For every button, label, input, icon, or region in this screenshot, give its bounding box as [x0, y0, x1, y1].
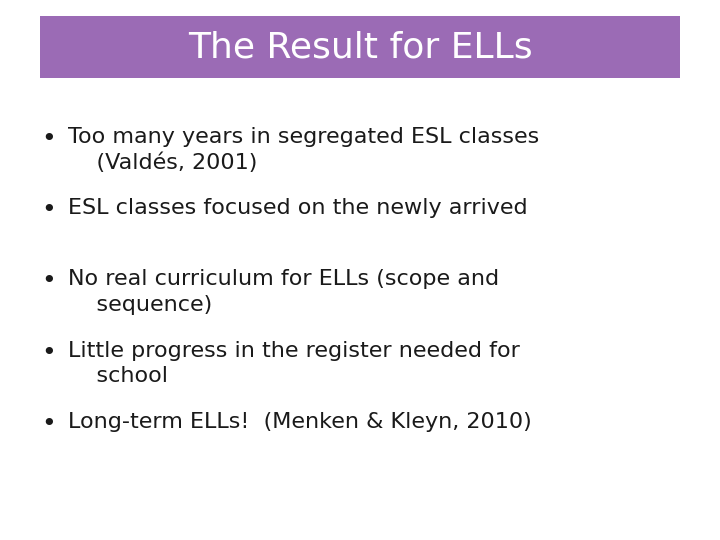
Text: ESL classes focused on the newly arrived: ESL classes focused on the newly arrived — [68, 198, 528, 218]
Text: Little progress in the register needed for
    school: Little progress in the register needed f… — [68, 341, 521, 386]
Bar — [40, 16, 680, 78]
Text: •: • — [42, 341, 56, 364]
Text: •: • — [42, 412, 56, 436]
Text: Too many years in segregated ESL classes
    (Valdés, 2001): Too many years in segregated ESL classes… — [68, 127, 540, 173]
Text: •: • — [42, 269, 56, 293]
Text: No real curriculum for ELLs (scope and
    sequence): No real curriculum for ELLs (scope and s… — [68, 269, 500, 315]
Text: The Result for ELLs: The Result for ELLs — [188, 30, 532, 64]
Text: •: • — [42, 198, 56, 222]
Text: •: • — [42, 127, 56, 151]
Text: Long-term ELLs!  (Menken & Kleyn, 2010): Long-term ELLs! (Menken & Kleyn, 2010) — [68, 412, 532, 432]
